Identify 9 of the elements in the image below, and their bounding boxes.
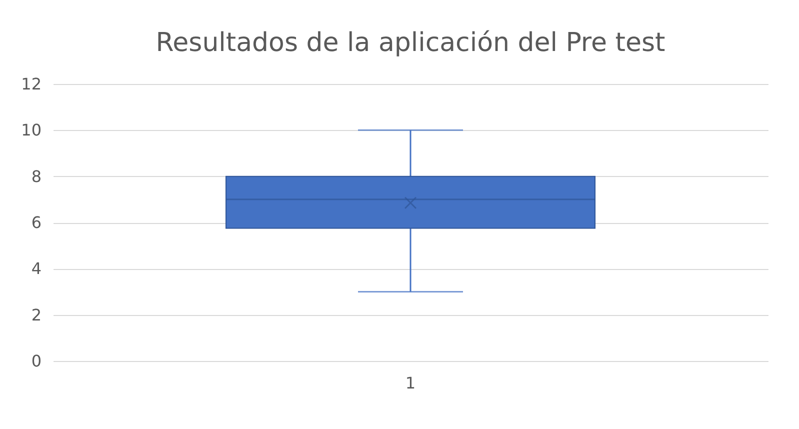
y-tick-label: 4 (31, 259, 42, 278)
y-tick-label: 12 (21, 74, 42, 94)
chart-title: Resultados de la aplicación del Pre test (156, 28, 666, 58)
y-tick-label: 8 (31, 166, 42, 186)
y-tick-label: 10 (21, 120, 42, 140)
y-tick-label: 6 (31, 213, 42, 232)
y-tick-label: 0 (31, 352, 42, 370)
y-tick-label: 2 (31, 305, 42, 324)
x-tick-label: 1 (405, 374, 416, 392)
